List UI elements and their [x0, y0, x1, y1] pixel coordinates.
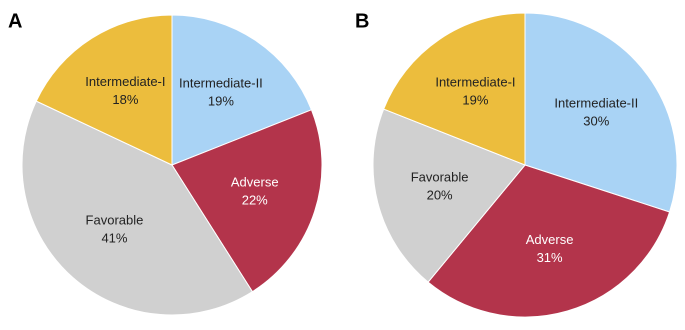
slice-category: Intermediate-I: [85, 74, 165, 89]
slice-value: 30%: [583, 114, 609, 129]
slice-value: 20%: [427, 187, 453, 202]
slice-category: Favorable: [411, 169, 469, 184]
slice-category: Adverse: [231, 174, 279, 189]
slice-category: Intermediate-II: [179, 75, 263, 90]
pie-slice: [21, 100, 254, 316]
slice-value: 22%: [242, 192, 268, 207]
slice-value: 41%: [101, 231, 127, 246]
slice-category: Adverse: [526, 232, 574, 247]
slice-category: Favorable: [86, 213, 144, 228]
slice-value: 19%: [462, 93, 488, 108]
pie-slice: [372, 108, 526, 283]
slice-category: Intermediate-II: [554, 96, 638, 111]
slice-value: 31%: [537, 250, 563, 265]
pie-slice: [524, 12, 678, 213]
pie-slice: [171, 109, 323, 293]
slice-value: 19%: [208, 93, 234, 108]
pie-slice: [383, 12, 526, 166]
panel-label: A: [8, 10, 22, 32]
panel-label: B: [355, 10, 369, 32]
pie-slice: [35, 14, 173, 166]
pie-slice: [427, 164, 671, 318]
slice-value: 18%: [112, 92, 138, 107]
slice-category: Intermediate-I: [435, 75, 515, 90]
pie-slice: [171, 14, 313, 166]
